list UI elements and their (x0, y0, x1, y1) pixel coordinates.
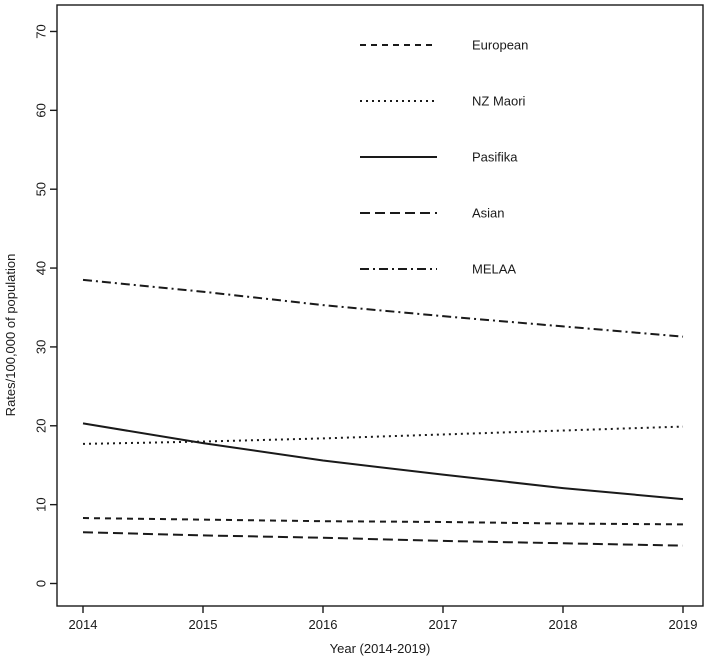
y-axis-title: Rates/100,000 of population (3, 254, 18, 417)
series-line-european (82, 517, 684, 526)
legend-item-european: European (360, 38, 528, 53)
x-tick-label: 2016 (309, 617, 338, 632)
plot-frame (56, 4, 704, 607)
series-line-nz-maori (82, 425, 684, 445)
legend-label: Pasifika (472, 150, 518, 165)
y-tick-label: 10 (34, 497, 49, 511)
legend-label: European (472, 38, 528, 53)
legend-label: NZ Maori (472, 94, 526, 109)
y-tick-label: 20 (34, 419, 49, 433)
x-tick-label: 2018 (549, 617, 578, 632)
y-tick-label: 40 (34, 261, 49, 275)
series-line-asian (82, 531, 684, 547)
legend-item-asian: Asian (360, 206, 505, 221)
y-axis: 0 10 20 30 40 50 60 70 (34, 24, 57, 587)
legend-item-melaa: MELAA (360, 262, 516, 277)
y-tick-label: 70 (34, 24, 49, 38)
x-axis: 2014 2015 2016 2017 2018 2019 (69, 606, 698, 632)
series-line-pasifika (82, 422, 684, 501)
x-tick-label: 2017 (429, 617, 458, 632)
y-tick-label: 60 (34, 103, 49, 117)
legend: European NZ Maori Pasifika Asian MELAA (360, 38, 528, 277)
series-line-melaa (82, 278, 684, 338)
x-tick-label: 2014 (69, 617, 98, 632)
x-tick-label: 2015 (189, 617, 218, 632)
legend-label: MELAA (472, 262, 516, 277)
y-tick-label: 30 (34, 340, 49, 354)
series-lines (82, 278, 684, 547)
legend-item-pasifika: Pasifika (360, 150, 518, 165)
legend-label: Asian (472, 206, 505, 221)
x-axis-title: Year (2014-2019) (330, 641, 431, 656)
y-tick-label: 50 (34, 182, 49, 196)
y-tick-label: 0 (34, 580, 49, 587)
legend-item-nz-maori: NZ Maori (360, 94, 526, 109)
x-tick-label: 2019 (669, 617, 698, 632)
